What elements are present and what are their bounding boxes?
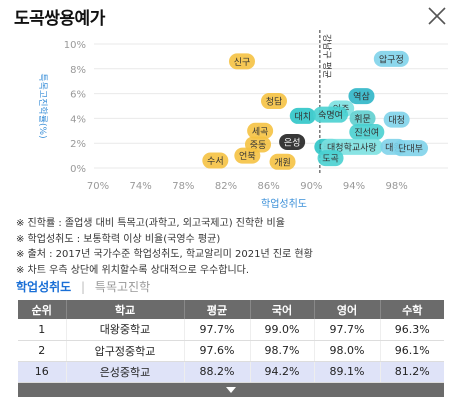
data-point — [269, 153, 296, 170]
x-tick-label: 98% — [386, 181, 408, 192]
data-point — [313, 106, 349, 123]
header: 도곡쌍용예가 — [0, 0, 462, 30]
close-icon[interactable] — [425, 4, 449, 28]
tab-separator: | — [81, 280, 86, 294]
data-point — [317, 150, 344, 167]
table-row: 1 대왕중학교 97.7% 99.0% 97.7% 96.3% — [18, 319, 444, 341]
x-tick-label: 74% — [130, 181, 152, 192]
ranking-table: 순위 학교 평균 국어 영어 수학 1 대왕중학교 97.7% 99.0% 97… — [18, 300, 444, 383]
x-axis-title: 학업성취도 — [261, 197, 307, 210]
data-point-label: 역삼 — [353, 92, 370, 103]
data-point — [229, 53, 255, 70]
table-row: 2 압구정중학교 97.6% 98.7% 98.0% 96.1% — [18, 340, 444, 362]
column-header: 학교 — [66, 300, 185, 319]
data-point — [349, 110, 376, 127]
data-point-label: 대청학교사랑 — [327, 141, 377, 153]
x-tick-label: 86% — [258, 181, 280, 192]
avg-cell: 88.2% — [184, 361, 251, 383]
note-line: ※ 진학률 : 졸업생 대비 특목고(과학고, 외고국제고) 진학한 비율 — [16, 218, 285, 229]
data-point-label: 대치 — [295, 110, 312, 122]
y-tick-label: 10% — [64, 40, 86, 51]
korean-cell: 99.0% — [250, 319, 315, 341]
scatter-chart: 0% 2% 4% 6% 8% 10% 70% 74% 78% 82% 86% 90% 94% 98% 학업성… — [0, 28, 462, 216]
avg-cell: 97.7% — [184, 319, 251, 341]
rank-cell: 1 — [18, 319, 67, 341]
data-point — [289, 107, 316, 124]
korean-cell: 98.7% — [250, 340, 315, 362]
data-point-label: 도곡 — [322, 154, 339, 165]
data-point-label: 청담 — [266, 96, 283, 108]
y-tick-label: 8% — [70, 65, 86, 76]
data-point-label: 신구 — [234, 57, 251, 68]
data-point-label: 언북 — [239, 150, 256, 162]
data-point-label: 단대부 — [398, 144, 423, 155]
y-tick-label: 6% — [70, 90, 86, 101]
note-line: ※ 출처 : 2017년 국가수준 학업성취도, 학교알리미 2021년 진로 … — [16, 249, 313, 260]
rank-cell: 16 — [18, 361, 67, 383]
data-point-label: 은성 — [284, 137, 301, 148]
data-point — [383, 111, 410, 128]
data-point — [234, 147, 261, 164]
data-point — [393, 140, 429, 157]
x-tick-label: 94% — [343, 181, 365, 192]
ranking-table-wrap: 순위 학교 평균 국어 영어 수학 1 대왕중학교 97.7% 99.0% 97… — [18, 300, 444, 397]
column-header: 영어 — [314, 300, 381, 319]
note-line: ※ 차트 우측 상단에 위치할수록 상대적으로 우수합니다. — [16, 264, 250, 276]
average-reference-label: 강남구 평균 — [321, 34, 332, 78]
data-point-label: 진선여 — [354, 127, 379, 139]
tab-special-high[interactable]: 특목고진학 — [94, 280, 151, 294]
data-point-label: 대청 — [388, 115, 405, 126]
math-cell: 96.1% — [380, 340, 444, 362]
data-point-label: 개원 — [274, 157, 291, 168]
data-point-label: 휘문 — [354, 114, 371, 125]
data-point — [202, 152, 229, 169]
data-point — [349, 124, 385, 141]
notes: ※ 진학률 : 졸업생 대비 특목고(과학고, 외고국제고) 진학한 비율 ※ … — [16, 216, 456, 278]
math-cell: 96.3% — [380, 319, 444, 341]
column-header: 평균 — [184, 300, 251, 319]
y-tick-label: 2% — [70, 139, 86, 150]
y-tick-label: 4% — [70, 114, 86, 125]
chevron-down-icon — [226, 386, 236, 393]
english-cell: 89.1% — [314, 361, 381, 383]
page-title: 도곡쌍용예가 — [14, 9, 105, 29]
data-point — [279, 133, 306, 150]
school-cell: 압구정중학교 — [66, 340, 185, 362]
tab-academic[interactable]: 학업성취도 — [16, 280, 72, 294]
y-axis-title: 특목고진학률(%) — [37, 73, 48, 138]
show-more-button[interactable] — [18, 382, 444, 397]
x-tick-label: 70% — [87, 181, 109, 192]
tab-bar: 학업성취도 | 특목고진학 — [16, 278, 150, 296]
data-point-label: 수서 — [207, 156, 224, 167]
y-tick-label: 0% — [70, 164, 86, 175]
x-tick-label: 90% — [300, 181, 322, 192]
data-point-label: 압구정 — [379, 53, 404, 65]
note-line: ※ 학업성취도 : 보통학력 이상 비율(국영수 평균) — [16, 233, 221, 245]
table-header-row: 순위 학교 평균 국어 영어 수학 — [18, 300, 444, 319]
rank-cell: 2 — [18, 340, 67, 362]
x-tick-label: 82% — [215, 181, 237, 192]
english-cell: 98.0% — [314, 340, 381, 362]
chart-svg: 0% 2% 4% 6% 8% 10% 70% 74% 78% 82% 86% 90% 94% 98% 학업성… — [37, 30, 448, 210]
data-point-label: 중동 — [250, 140, 267, 151]
school-cell: 은성중학교 — [66, 361, 185, 383]
data-point-label: 세곡 — [252, 126, 269, 137]
korean-cell: 94.2% — [250, 361, 315, 383]
school-cell: 대왕중학교 — [66, 319, 185, 341]
data-point — [261, 93, 287, 110]
data-point — [348, 88, 375, 105]
avg-cell: 97.6% — [184, 340, 251, 362]
column-header: 국어 — [250, 300, 315, 319]
data-point — [373, 50, 409, 67]
x-tick-label: 78% — [172, 181, 194, 192]
column-header: 순위 — [18, 300, 67, 319]
data-point — [247, 122, 274, 139]
english-cell: 97.7% — [314, 319, 381, 341]
math-cell: 81.2% — [380, 361, 444, 383]
table-row-highlighted: 16 은성중학교 88.2% 94.2% 89.1% 81.2% — [18, 361, 444, 383]
data-point-label: 숙명여 — [318, 109, 343, 121]
column-header: 수학 — [380, 300, 444, 319]
